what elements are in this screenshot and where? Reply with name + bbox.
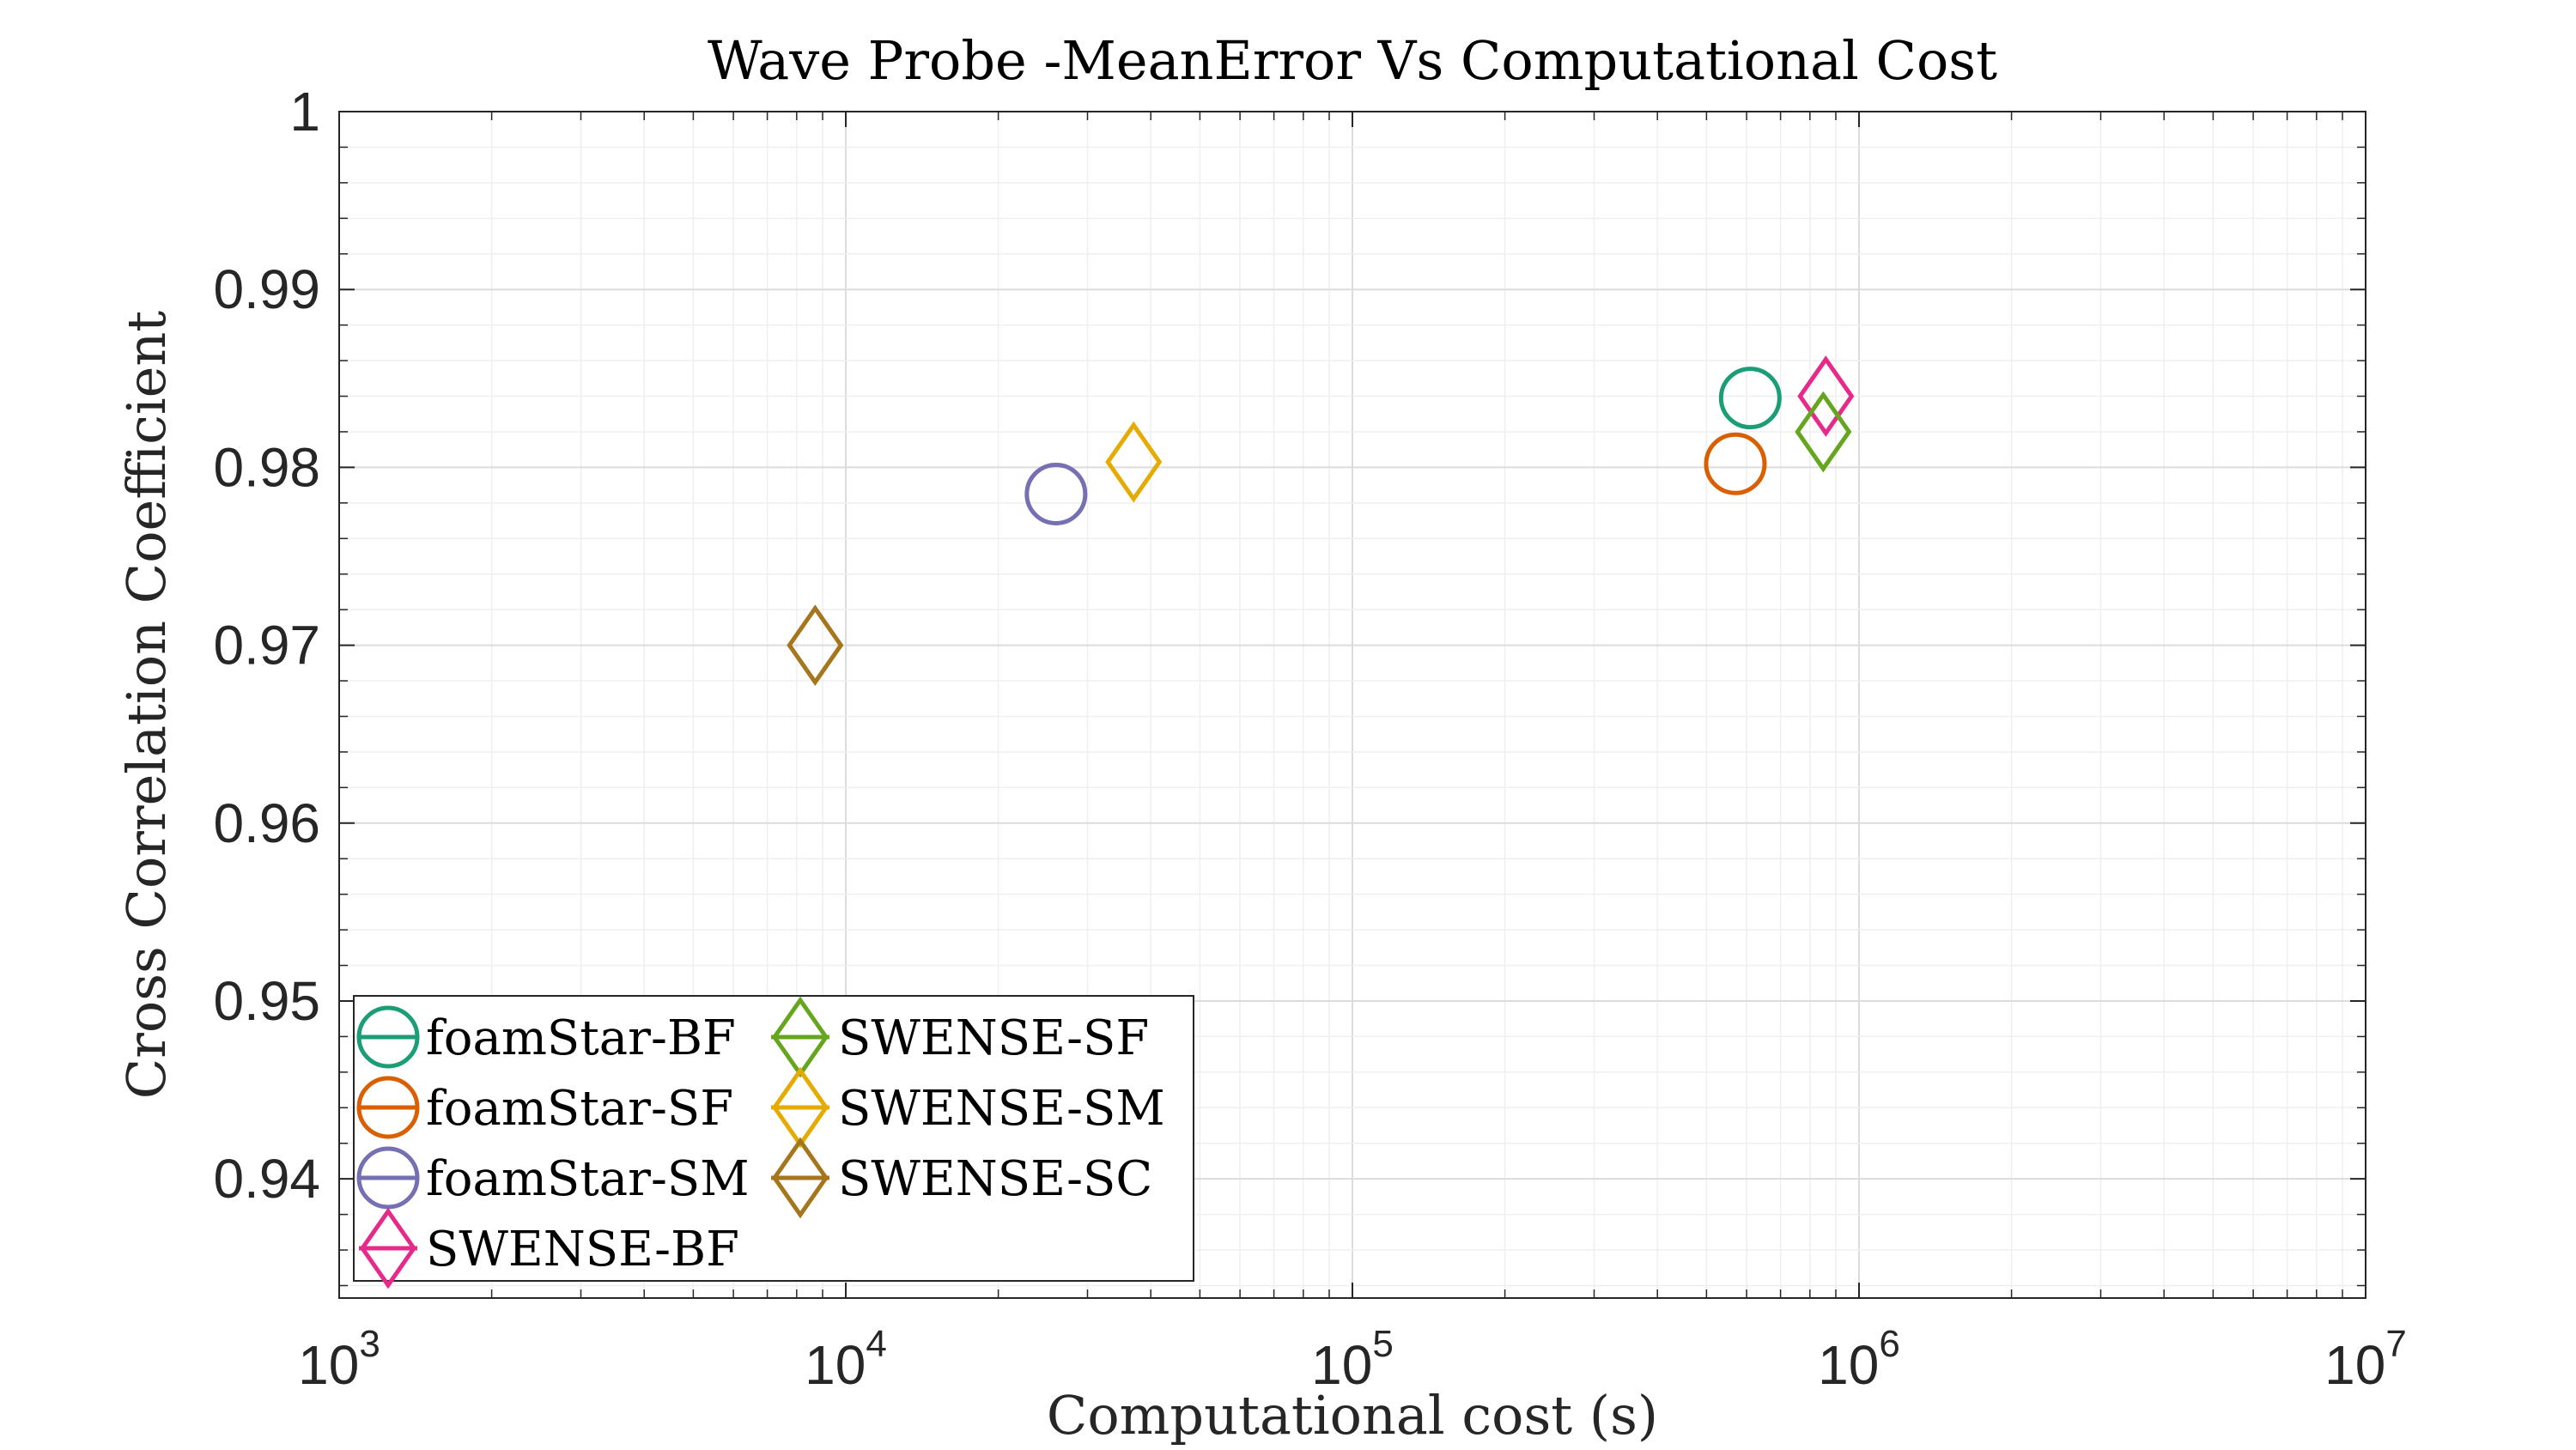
legend-item: foamStar-BF <box>356 1005 736 1069</box>
legend-label-foamstar-sf: foamStar-SF <box>426 1081 733 1137</box>
legend-item: SWENSE-SC <box>771 1137 1152 1219</box>
grid <box>338 111 2366 1298</box>
legend-box <box>353 995 1194 1282</box>
legend-item: foamStar-SF <box>356 1076 733 1139</box>
legend-label-swense-sf: SWENSE-SF <box>838 1010 1149 1066</box>
y-tick-label: 1 <box>289 81 320 143</box>
tick-marks <box>338 111 2366 1298</box>
point-swense-sf <box>1795 391 1852 473</box>
legend-item: foamStar-SM <box>356 1146 750 1210</box>
x-tick-label: 103 <box>298 1323 380 1396</box>
y-axis-label: Cross Correlation Coefficient <box>115 311 178 1099</box>
legend-label-swense-bf: SWENSE-BF <box>426 1222 739 1277</box>
x-tick-label: 104 <box>805 1323 887 1396</box>
x-axis-label: Computational cost (s) <box>1047 1384 1658 1447</box>
legend-marker-foamstar-sf <box>356 1076 420 1139</box>
y-tick-label: 0.96 <box>213 792 320 854</box>
legend-label-foamstar-sm: foamStar-SM <box>426 1151 750 1207</box>
legend-label-swense-sm: SWENSE-SM <box>838 1081 1165 1137</box>
y-tick-label: 0.97 <box>213 615 320 676</box>
tick-labels: 0.94 0.95 0.96 0.97 0.98 0.99 1 103 104 105 106 107 <box>213 81 2406 1396</box>
y-tick-label: 0.99 <box>213 258 320 320</box>
x-tick-label: 107 <box>2324 1323 2407 1396</box>
x-tick-label: 105 <box>1311 1323 1394 1396</box>
chart-title: Wave Probe -MeanError Vs Computational C… <box>708 29 1997 92</box>
data-points <box>787 355 1855 686</box>
legend-item: SWENSE-SF <box>771 996 1149 1078</box>
point-swense-bf <box>1797 355 1855 437</box>
legend-label-swense-sc: SWENSE-SC <box>838 1151 1152 1207</box>
legend-marker-swense-bf <box>359 1207 417 1289</box>
legend-label-foamstar-bf: foamStar-BF <box>426 1010 736 1066</box>
legend-marker-foamstar-sm <box>356 1146 420 1210</box>
legend-item: SWENSE-BF <box>359 1207 739 1289</box>
y-tick-label: 0.95 <box>213 970 320 1032</box>
y-tick-label: 0.94 <box>213 1148 320 1210</box>
point-swense-sc <box>787 604 844 686</box>
point-swense-sm <box>1105 421 1163 503</box>
x-tick-label: 106 <box>1818 1323 1900 1396</box>
point-foamstar-sm <box>1024 462 1088 525</box>
legend: foamStar-BF foamStar-SF foamStar-SM SWENSE-… <box>353 995 1194 1289</box>
point-foamstar-bf <box>1718 367 1782 430</box>
legend-marker-foamstar-bf <box>356 1005 420 1069</box>
y-tick-label: 0.98 <box>213 436 320 498</box>
legend-marker-swense-sc <box>771 1137 829 1219</box>
point-foamstar-sf <box>1704 432 1767 495</box>
